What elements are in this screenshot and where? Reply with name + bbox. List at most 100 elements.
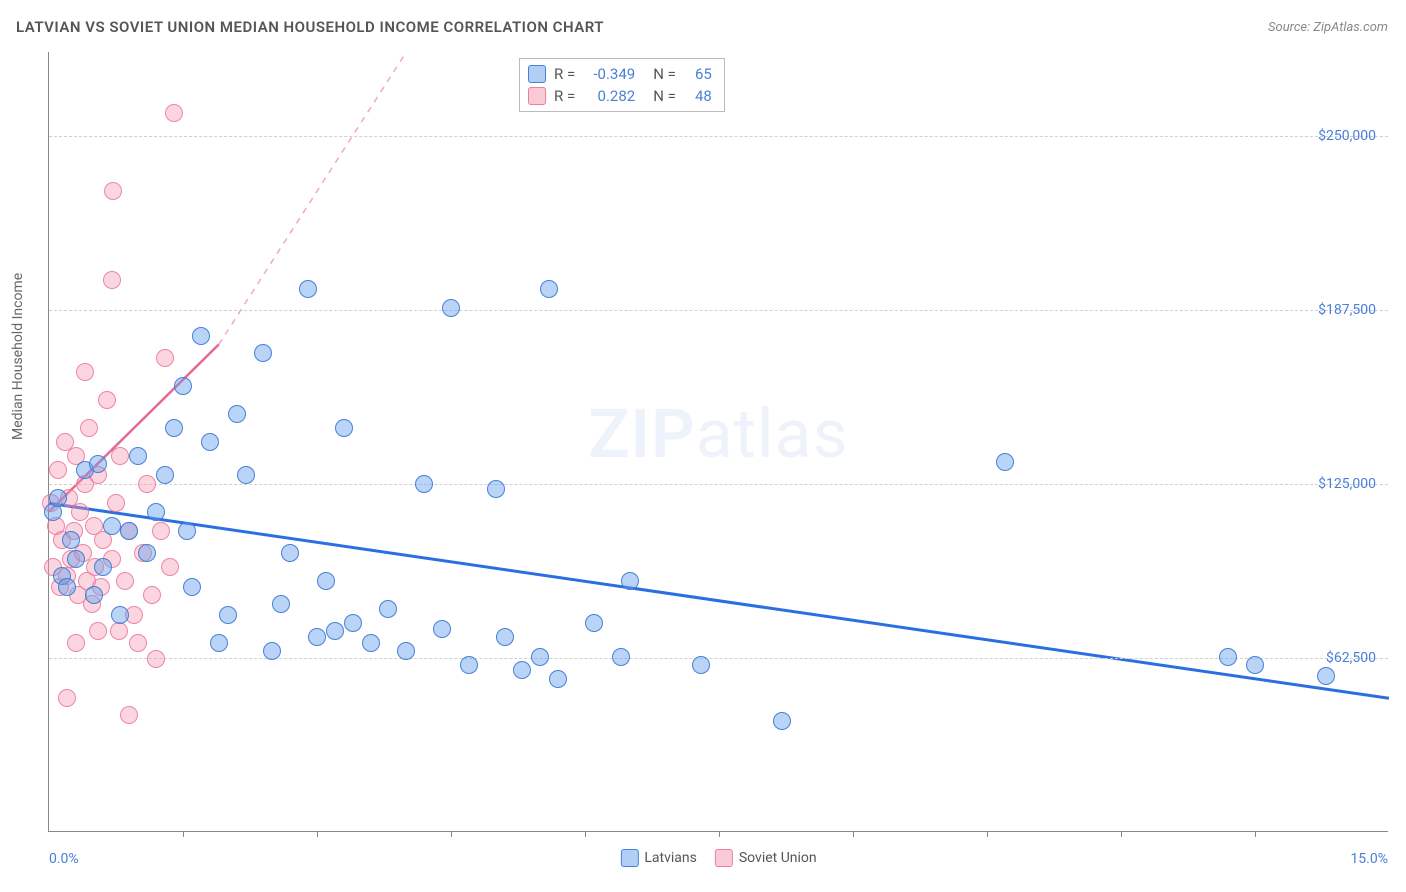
scatter-point-latvian xyxy=(540,280,558,298)
x-tick xyxy=(183,831,184,837)
legend-item-soviet: Soviet Union xyxy=(715,849,817,867)
scatter-point-soviet xyxy=(67,634,85,652)
scatter-point-latvian xyxy=(612,648,630,666)
scatter-point-soviet xyxy=(129,634,147,652)
scatter-point-latvian xyxy=(174,377,192,395)
y-tick-label: $250,000 xyxy=(1318,128,1376,144)
grid-line xyxy=(49,484,1388,485)
stat-row-pink: R = 0.282 N = 48 xyxy=(528,85,712,107)
scatter-point-latvian xyxy=(487,480,505,498)
scatter-point-soviet xyxy=(156,349,174,367)
scatter-point-latvian xyxy=(183,578,201,596)
chart-title: LATVIAN VS SOVIET UNION MEDIAN HOUSEHOLD… xyxy=(16,18,604,36)
scatter-point-latvian xyxy=(308,628,326,646)
scatter-point-latvian xyxy=(165,419,183,437)
grid-line xyxy=(49,310,1388,311)
scatter-point-latvian xyxy=(120,522,138,540)
scatter-point-soviet xyxy=(138,475,156,493)
scatter-point-latvian xyxy=(513,661,531,679)
x-tick xyxy=(1255,831,1256,837)
scatter-point-soviet xyxy=(120,706,138,724)
scatter-point-soviet xyxy=(107,494,125,512)
scatter-point-latvian xyxy=(397,642,415,660)
scatter-point-latvian xyxy=(156,466,174,484)
scatter-point-soviet xyxy=(49,461,67,479)
trend-lines xyxy=(49,52,1389,832)
scatter-point-latvian xyxy=(178,522,196,540)
scatter-point-latvian xyxy=(326,622,344,640)
scatter-point-latvian xyxy=(996,453,1014,471)
scatter-point-latvian xyxy=(496,628,514,646)
scatter-point-latvian xyxy=(147,503,165,521)
x-tick xyxy=(1121,831,1122,837)
scatter-point-latvian xyxy=(621,572,639,590)
scatter-point-latvian xyxy=(299,280,317,298)
scatter-point-latvian xyxy=(442,299,460,317)
scatter-point-latvian xyxy=(254,344,272,362)
scatter-point-soviet xyxy=(165,104,183,122)
scatter-point-soviet xyxy=(161,558,179,576)
x-tick xyxy=(853,831,854,837)
scatter-point-latvian xyxy=(49,489,67,507)
scatter-point-latvian xyxy=(192,327,210,345)
scatter-point-latvian xyxy=(201,433,219,451)
scatter-point-latvian xyxy=(549,670,567,688)
scatter-point-latvian xyxy=(335,419,353,437)
scatter-point-latvian xyxy=(692,656,710,674)
scatter-point-soviet xyxy=(143,586,161,604)
scatter-point-latvian xyxy=(585,614,603,632)
scatter-point-soviet xyxy=(89,622,107,640)
swatch-blue xyxy=(528,65,546,83)
scatter-point-latvian xyxy=(272,595,290,613)
x-max-label: 15.0% xyxy=(1350,851,1388,867)
scatter-point-soviet xyxy=(98,391,116,409)
scatter-point-latvian xyxy=(94,558,112,576)
scatter-point-latvian xyxy=(1219,648,1237,666)
scatter-point-latvian xyxy=(62,531,80,549)
scatter-point-latvian xyxy=(138,544,156,562)
legend-item-latvians: Latvians xyxy=(620,849,697,867)
scatter-point-soviet xyxy=(147,650,165,668)
x-axis-legend: Latvians Soviet Union xyxy=(620,849,816,867)
y-tick-label: $187,500 xyxy=(1318,302,1376,318)
scatter-point-latvian xyxy=(89,455,107,473)
scatter-point-latvian xyxy=(379,600,397,618)
scatter-point-latvian xyxy=(263,642,281,660)
scatter-point-latvian xyxy=(1246,656,1264,674)
grid-line xyxy=(49,658,1388,659)
x-tick xyxy=(585,831,586,837)
y-tick-label: $62,500 xyxy=(1326,650,1376,666)
swatch-pink xyxy=(715,849,733,867)
scatter-point-latvian xyxy=(344,614,362,632)
y-axis-title: Median Household Income xyxy=(10,273,26,440)
scatter-point-soviet xyxy=(58,689,76,707)
x-tick xyxy=(317,831,318,837)
stats-box: R = -0.349 N = 65 R = 0.282 N = 48 xyxy=(519,58,725,112)
scatter-point-latvian xyxy=(210,634,228,652)
scatter-point-latvian xyxy=(67,550,85,568)
scatter-point-soviet xyxy=(110,622,128,640)
scatter-point-soviet xyxy=(80,419,98,437)
scatter-point-latvian xyxy=(362,634,380,652)
grid-line xyxy=(49,136,1388,137)
scatter-point-latvian xyxy=(219,606,237,624)
scatter-point-latvian xyxy=(129,447,147,465)
scatter-point-latvian xyxy=(460,656,478,674)
scatter-point-soviet xyxy=(116,572,134,590)
scatter-point-latvian xyxy=(58,578,76,596)
correlation-chart: LATVIAN VS SOVIET UNION MEDIAN HOUSEHOLD… xyxy=(0,0,1406,892)
scatter-point-latvian xyxy=(281,544,299,562)
x-tick xyxy=(987,831,988,837)
swatch-pink xyxy=(528,87,546,105)
scatter-point-latvian xyxy=(111,606,129,624)
scatter-point-latvian xyxy=(237,466,255,484)
y-tick-label: $125,000 xyxy=(1318,476,1376,492)
plot-area: ZIPatlas R = -0.349 N = 65 R = 0.282 N =… xyxy=(48,52,1388,832)
stat-row-blue: R = -0.349 N = 65 xyxy=(528,63,712,85)
scatter-point-soviet xyxy=(104,182,122,200)
scatter-point-soviet xyxy=(103,271,121,289)
x-tick xyxy=(451,831,452,837)
scatter-point-latvian xyxy=(1317,667,1335,685)
chart-source: Source: ZipAtlas.com xyxy=(1268,20,1388,35)
scatter-point-latvian xyxy=(85,586,103,604)
